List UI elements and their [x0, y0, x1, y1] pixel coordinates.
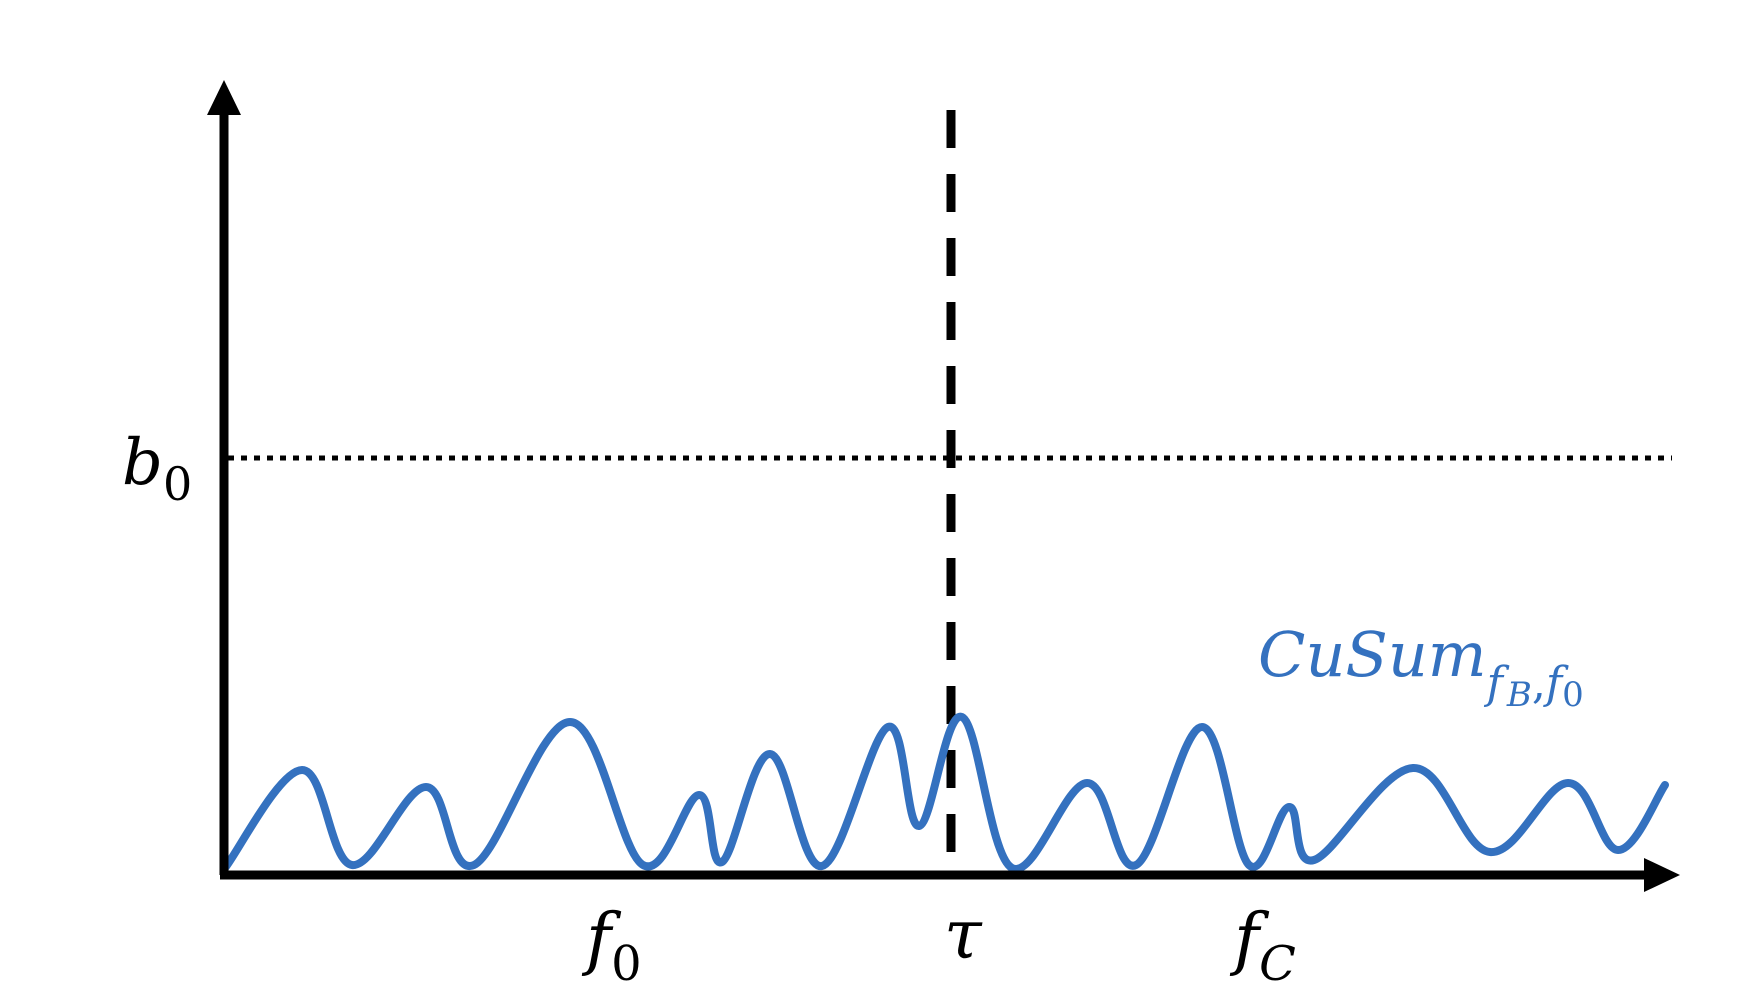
- threshold-label: b0: [122, 426, 192, 511]
- x-tick-tau-base: τ: [944, 896, 983, 975]
- cusum-curve: [221, 712, 1669, 873]
- curve-label-sub-0: 0: [1562, 675, 1584, 715]
- x-tick-f0-subscript: 0: [611, 936, 642, 992]
- curve-label-base: CuSum: [1258, 618, 1487, 691]
- x-tick-f0: f0: [581, 900, 642, 992]
- x-tick-tau: τ: [944, 896, 983, 975]
- x-tick-fc-subscript: C: [1259, 936, 1296, 992]
- threshold-label-base: b: [122, 426, 163, 500]
- curve-label-sub-comma: ,: [1532, 658, 1546, 709]
- threshold-label-subscript: 0: [163, 457, 192, 511]
- curve-label-sub-f: f: [1484, 658, 1510, 709]
- x-axis-arrowhead: [1644, 858, 1680, 892]
- y-axis-arrowhead: [207, 80, 241, 115]
- curve-label-sub-B: B: [1506, 675, 1532, 715]
- x-tick-fc: fC: [1229, 900, 1296, 992]
- curve-label: CuSumf B,f0: [1258, 618, 1584, 715]
